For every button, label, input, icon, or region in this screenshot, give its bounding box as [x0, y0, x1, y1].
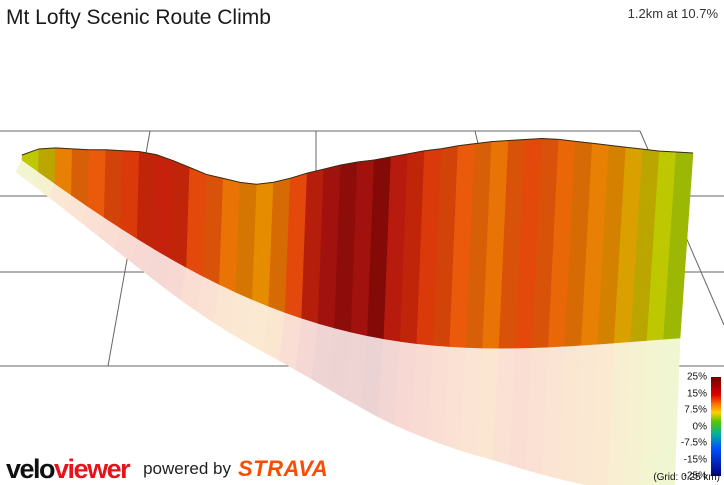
- shadow-layer: [15, 159, 681, 485]
- legend-label: 7.5%: [684, 404, 707, 416]
- profile-top-edge: [21, 137, 694, 185]
- profile-segment: [136, 151, 157, 250]
- legend-label: -15%: [683, 454, 707, 465]
- veloviewer-logo[interactable]: veloviewer: [6, 453, 131, 485]
- profile-segment: [120, 150, 140, 240]
- logo-viewer-text: viewer: [54, 453, 131, 484]
- profile-wall: [21, 137, 694, 349]
- gradient-color-bar: [711, 377, 721, 476]
- legend-label: -7.5%: [680, 437, 707, 449]
- profile-segment: [87, 149, 107, 219]
- grid-note: (Grid: 0.25 km): [653, 472, 720, 483]
- strava-logo[interactable]: STRAVA: [237, 456, 329, 481]
- footer-branding: veloviewer powered by STRAVA: [6, 454, 328, 484]
- gradient-legend: 25% 15% 7.5% 0% -7.5% -15% -25%: [668, 372, 724, 484]
- logo-velo-text: velo: [6, 453, 56, 484]
- page-title: Mt Lofty Scenic Route Climb: [6, 6, 271, 29]
- legend-label: 25%: [686, 371, 707, 383]
- legend-label: 0%: [692, 421, 707, 432]
- legend-label: 15%: [686, 388, 707, 399]
- climb-summary: 1.2km at 10.7%: [627, 6, 718, 21]
- profile-segment: [103, 149, 123, 229]
- legend-label: -25%: [683, 470, 707, 482]
- powered-by-text: powered by: [143, 459, 231, 478]
- profile-segment: [153, 154, 174, 259]
